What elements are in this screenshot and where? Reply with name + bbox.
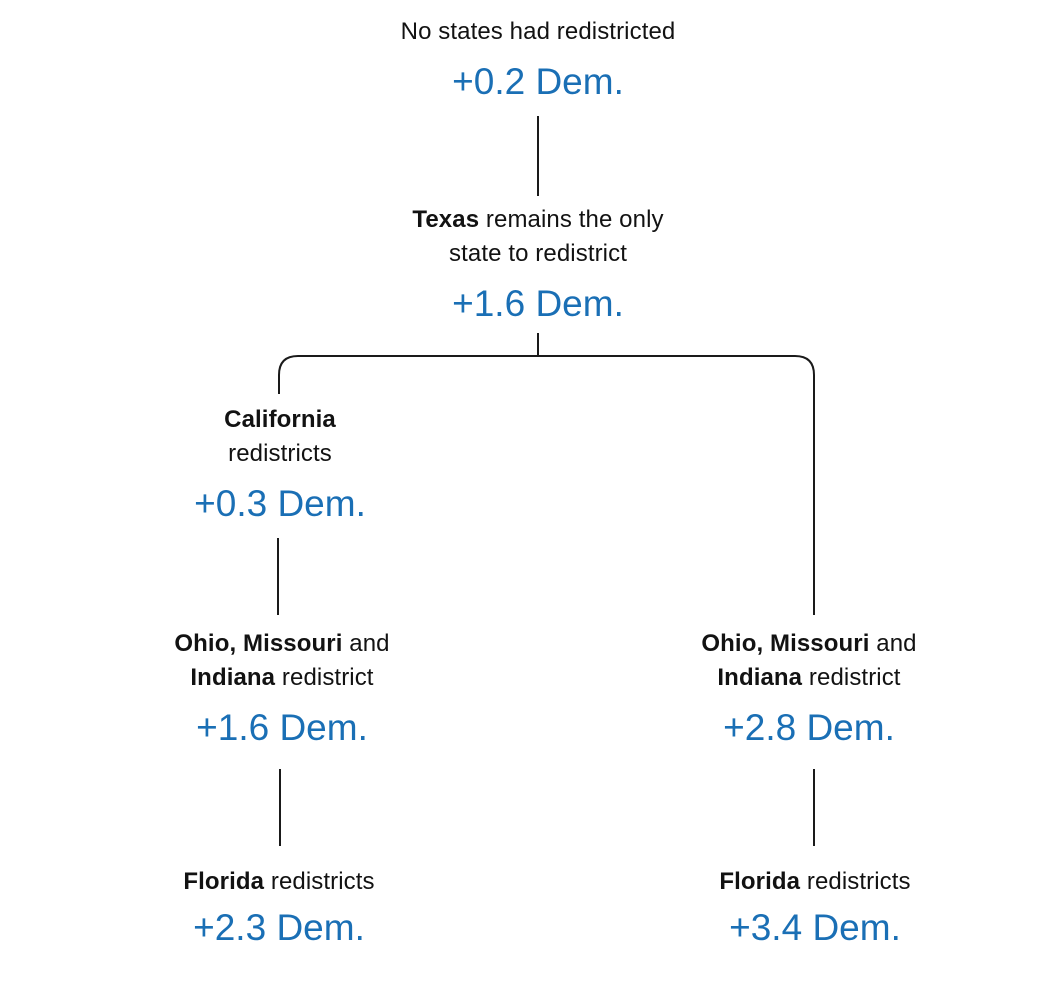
node-texas-label-bold: Texas bbox=[412, 206, 480, 233]
node-florida-left: Florida redistricts +2.3 Dem. bbox=[183, 865, 374, 951]
node-florida-left-label: Florida redistricts bbox=[183, 865, 374, 899]
node-omi-right-label-line2: Indiana redistrict bbox=[701, 661, 916, 695]
node-omi-right-bold-1: Ohio, Missouri bbox=[701, 630, 870, 657]
node-omi-left-rest-2: redistrict bbox=[275, 664, 374, 691]
node-florida-left-rest: redistricts bbox=[264, 868, 375, 895]
node-florida-left-bold: Florida bbox=[183, 868, 265, 895]
node-texas-label: Texas remains the only bbox=[412, 203, 663, 237]
node-omi-left-bold-1: Ohio, Missouri bbox=[174, 630, 343, 657]
node-omi-left-rest-1: and bbox=[342, 630, 390, 657]
node-omi-right-rest-2: redistrict bbox=[802, 664, 901, 691]
node-omi-right-bold-2: Indiana bbox=[717, 664, 803, 691]
node-omi-right: Ohio, Missouri and Indiana redistrict +2… bbox=[701, 627, 916, 751]
node-california-value: +0.3 Dem. bbox=[194, 483, 366, 524]
node-florida-left-value: +2.3 Dem. bbox=[193, 907, 365, 948]
node-florida-right-value: +3.4 Dem. bbox=[729, 907, 901, 948]
node-florida-right-rest: redistricts bbox=[800, 868, 911, 895]
node-california-label-line2: redistricts bbox=[228, 440, 332, 467]
node-california-label-bold: California bbox=[224, 406, 336, 433]
node-root-value: +0.2 Dem. bbox=[452, 61, 624, 102]
node-florida-right-label: Florida redistricts bbox=[719, 865, 910, 899]
node-root-label: No states had redistricted bbox=[400, 18, 676, 45]
node-texas-label-line2: state to redistrict bbox=[449, 240, 627, 267]
node-texas: Texas remains the only state to redistri… bbox=[412, 203, 663, 327]
node-florida-right: Florida redistricts +3.4 Dem. bbox=[719, 865, 910, 951]
node-omi-right-label-line1: Ohio, Missouri and bbox=[701, 627, 916, 661]
node-omi-right-value: +2.8 Dem. bbox=[723, 707, 895, 748]
node-omi-left-bold-2: Indiana bbox=[190, 664, 276, 691]
node-root: No states had redistricted +0.2 Dem. bbox=[401, 15, 676, 105]
node-omi-left: Ohio, Missouri and Indiana redistrict +1… bbox=[174, 627, 389, 751]
node-omi-left-label-line1: Ohio, Missouri and bbox=[174, 627, 389, 661]
node-texas-value: +1.6 Dem. bbox=[452, 283, 624, 324]
node-california-label: California bbox=[194, 403, 366, 437]
node-omi-left-value: +1.6 Dem. bbox=[196, 707, 368, 748]
node-omi-left-label-line2: Indiana redistrict bbox=[174, 661, 389, 695]
node-california: California redistricts +0.3 Dem. bbox=[194, 403, 366, 527]
node-omi-right-rest-1: and bbox=[869, 630, 917, 657]
node-texas-label-rest: remains the only bbox=[479, 206, 664, 233]
node-florida-right-bold: Florida bbox=[719, 868, 801, 895]
